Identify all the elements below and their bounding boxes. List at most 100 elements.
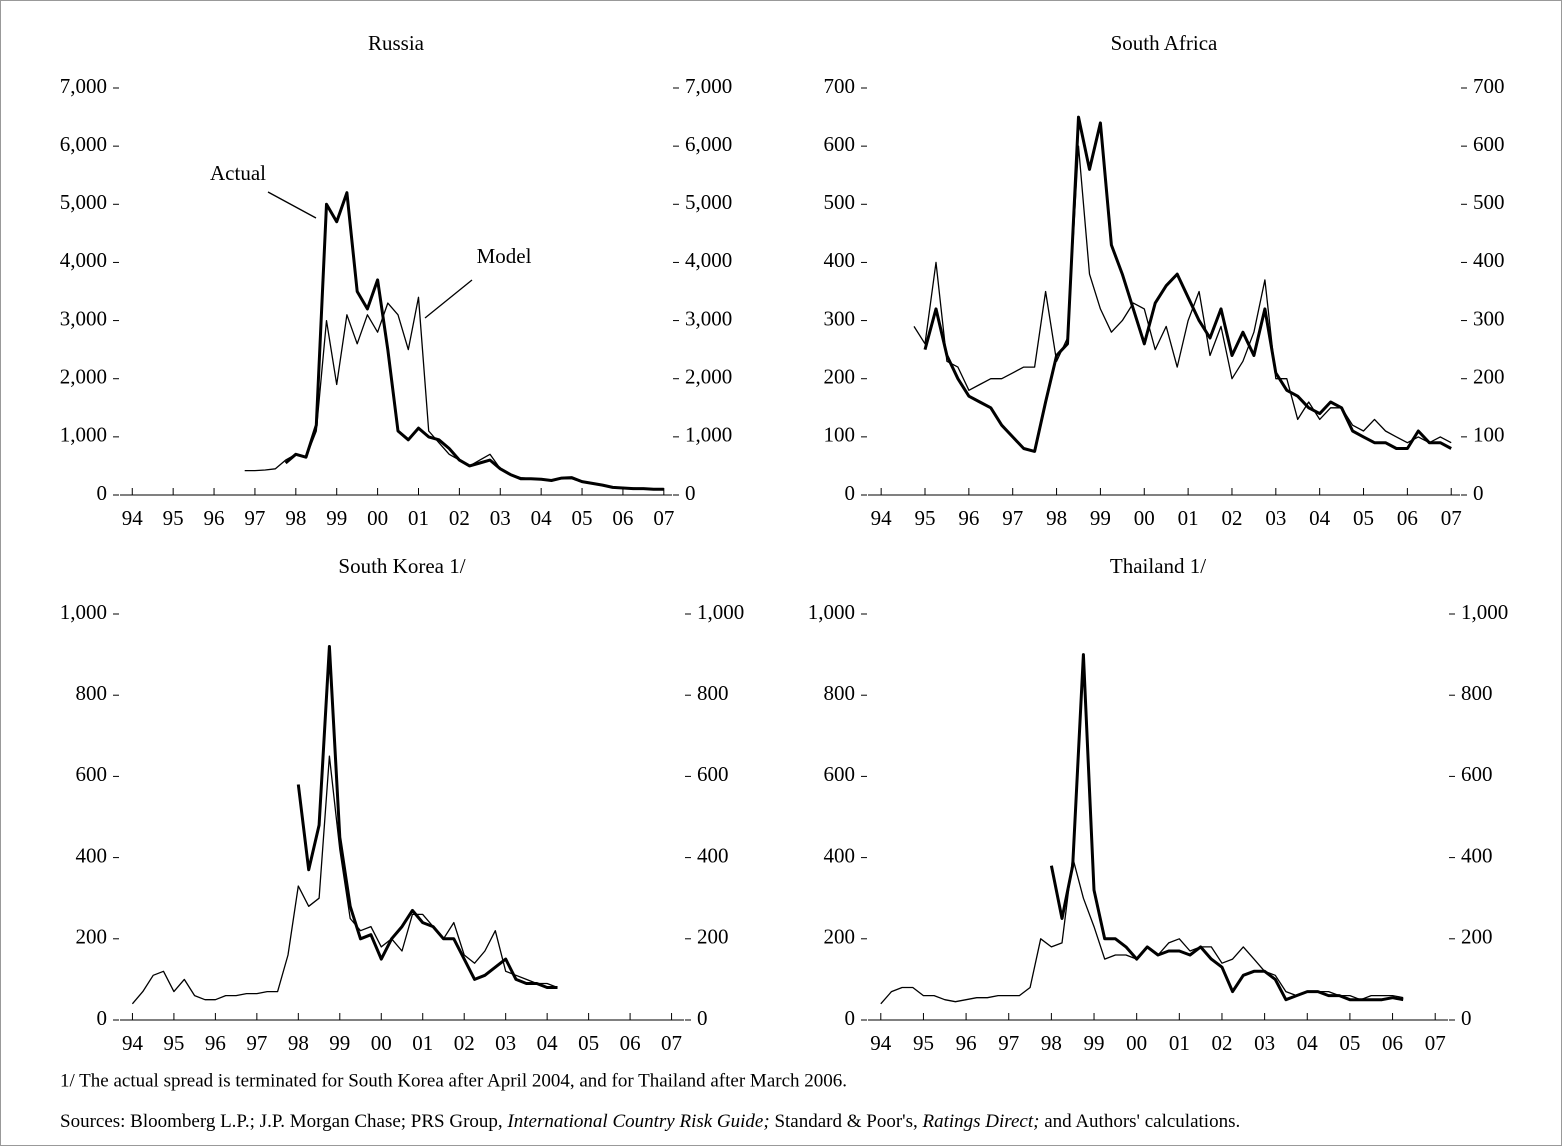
x-tick-label: 99: [326, 506, 347, 530]
panel-title: Thailand 1/: [1110, 554, 1206, 578]
y2-tick-label: 6,000: [685, 132, 732, 156]
y-tick-label: 1,000: [808, 600, 855, 624]
y2-tick-label: 600: [697, 762, 729, 786]
series-line: [296, 645, 558, 989]
x-tick-label: 94: [871, 506, 893, 530]
y-tick-label: 400: [824, 248, 856, 272]
x-tick-label: 94: [122, 506, 144, 530]
footnote: 1/ The actual spread is terminated for S…: [60, 1070, 847, 1091]
x-tick-label: 99: [1090, 506, 1111, 530]
x-tick-label: 00: [371, 1031, 392, 1055]
y2-tick-label: 600: [1473, 132, 1505, 156]
y-tick-label: 200: [824, 365, 856, 389]
x-tick-label: 06: [612, 506, 633, 530]
y-tick-label: 100: [824, 423, 856, 447]
y2-tick-label: 0: [685, 481, 696, 505]
series-line: [880, 856, 1404, 1005]
annotation-line: [267, 191, 317, 219]
x-tick-label: 07: [653, 506, 674, 530]
x-tick-label: 01: [412, 1031, 433, 1055]
x-tick-label: 01: [1178, 506, 1199, 530]
y2-tick-label: 7,000: [685, 74, 732, 98]
x-tick-label: 98: [1046, 506, 1067, 530]
y-tick-label: 200: [824, 925, 856, 949]
y-tick-label: 0: [97, 481, 108, 505]
x-tick-label: 05: [1353, 506, 1374, 530]
annotation: Actual: [210, 161, 266, 185]
y2-tick-label: 400: [1473, 248, 1505, 272]
y-tick-label: 1,000: [60, 600, 107, 624]
sources-text: International Country Risk Guide;: [506, 1111, 769, 1132]
y2-tick-label: 2,000: [685, 365, 732, 389]
y2-tick-label: 300: [1473, 306, 1505, 330]
x-tick-label: 00: [1126, 1031, 1147, 1055]
x-tick-label: 95: [913, 1031, 934, 1055]
x-tick-label: 04: [537, 1031, 559, 1055]
x-tick-label: 03: [1265, 506, 1286, 530]
sources-text: Sources: Bloomberg L.P.; J.P. Morgan Cha…: [60, 1111, 507, 1132]
x-tick-label: 05: [578, 1031, 599, 1055]
x-tick-label: 06: [1397, 506, 1418, 530]
y-tick-label: 0: [845, 481, 856, 505]
series-line: [923, 115, 1452, 453]
x-tick-label: 07: [1441, 506, 1462, 530]
x-tick-label: 96: [204, 506, 225, 530]
x-tick-label: 06: [1382, 1031, 1403, 1055]
y-tick-label: 200: [76, 925, 108, 949]
series-line: [1049, 653, 1404, 1002]
y2-tick-label: 1,000: [697, 600, 744, 624]
x-tick-label: 07: [661, 1031, 682, 1055]
y-tick-label: 600: [824, 132, 856, 156]
y2-tick-label: 200: [1461, 925, 1493, 949]
y2-tick-label: 0: [697, 1006, 708, 1030]
y2-tick-label: 600: [1461, 762, 1493, 786]
y-tick-label: 600: [76, 762, 108, 786]
x-tick-label: 04: [1309, 506, 1331, 530]
y-tick-label: 0: [97, 1006, 108, 1030]
x-tick-label: 04: [531, 506, 553, 530]
x-tick-label: 98: [288, 1031, 309, 1055]
x-tick-label: 02: [1221, 506, 1242, 530]
x-tick-label: 96: [205, 1031, 226, 1055]
y-tick-label: 1,000: [60, 423, 107, 447]
x-tick-label: 99: [329, 1031, 350, 1055]
y-tick-label: 600: [824, 762, 856, 786]
y2-tick-label: 1,000: [1461, 600, 1508, 624]
series-line: [131, 755, 558, 1005]
panel-title: South Korea 1/: [338, 554, 465, 578]
y2-tick-label: 500: [1473, 190, 1505, 214]
x-tick-label: 02: [1211, 1031, 1232, 1055]
x-tick-label: 98: [285, 506, 306, 530]
y2-tick-label: 400: [1461, 843, 1493, 867]
x-tick-label: 96: [956, 1031, 977, 1055]
series-line: [284, 191, 664, 491]
sources: Sources: Bloomberg L.P.; J.P. Morgan Cha…: [60, 1111, 1240, 1132]
x-tick-label: 05: [572, 506, 593, 530]
y-tick-label: 400: [76, 843, 108, 867]
y2-tick-label: 800: [1461, 681, 1493, 705]
x-tick-label: 95: [163, 1031, 184, 1055]
y2-tick-label: 1,000: [685, 423, 732, 447]
x-tick-label: 03: [495, 1031, 516, 1055]
y2-tick-label: 200: [1473, 365, 1505, 389]
y2-tick-label: 800: [697, 681, 729, 705]
x-tick-label: 01: [408, 506, 429, 530]
y-tick-label: 400: [824, 843, 856, 867]
y-tick-label: 6,000: [60, 132, 107, 156]
y-tick-label: 7,000: [60, 74, 107, 98]
y-tick-label: 800: [76, 681, 108, 705]
sources-text: Standard & Poor's,: [770, 1111, 923, 1132]
y2-tick-label: 4,000: [685, 248, 732, 272]
y2-tick-label: 0: [1473, 481, 1484, 505]
y2-tick-label: 0: [1461, 1006, 1472, 1030]
x-tick-label: 94: [122, 1031, 144, 1055]
series-line: [913, 145, 1452, 444]
x-tick-label: 02: [454, 1031, 475, 1055]
x-tick-label: 97: [998, 1031, 1019, 1055]
x-tick-label: 03: [490, 506, 511, 530]
y2-tick-label: 100: [1473, 423, 1505, 447]
y-tick-label: 5,000: [60, 190, 107, 214]
x-tick-label: 06: [620, 1031, 641, 1055]
